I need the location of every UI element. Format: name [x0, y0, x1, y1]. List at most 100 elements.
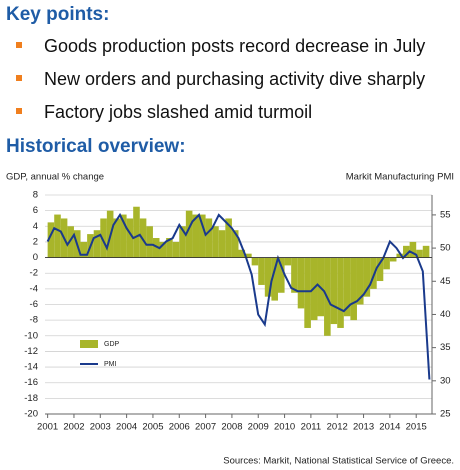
- x-tick-label: 2011: [301, 422, 321, 433]
- x-tick-label: 2012: [327, 422, 348, 433]
- y-tick-label: 2: [33, 236, 38, 247]
- bullet: Goods production posts record decrease i…: [16, 36, 425, 57]
- gdp-bar: [370, 257, 377, 289]
- y-tick-label: 0: [33, 252, 38, 263]
- gdp-bar: [343, 257, 351, 317]
- gdp-bar: [67, 226, 74, 258]
- y2-tick-label: 30: [440, 375, 451, 386]
- gdp-bar: [350, 257, 357, 321]
- y2-tick-label: 50: [440, 243, 451, 254]
- bullet-text: Goods production posts record decrease i…: [44, 36, 426, 56]
- gdp-bar: [54, 214, 61, 258]
- gdp-bar: [403, 245, 410, 258]
- x-tick-label: 2007: [195, 422, 216, 433]
- legend-swatch: [80, 340, 98, 348]
- gdp-bar: [271, 257, 278, 301]
- gdp-bar: [80, 241, 88, 258]
- x-tick-label: 2002: [63, 422, 84, 433]
- gdp-bar: [422, 245, 430, 258]
- gdp-bar: [277, 257, 285, 293]
- x-tick-label: 2003: [90, 422, 111, 433]
- gdp-bar: [152, 238, 160, 258]
- y-tick-label: 6: [33, 205, 38, 216]
- gdp-bar: [93, 230, 101, 258]
- gdp-bar: [172, 241, 180, 258]
- y-tick-label: -14: [24, 362, 38, 373]
- y-tick-label: -18: [24, 393, 38, 404]
- gdp-bar: [304, 257, 311, 328]
- gdp-bar: [383, 257, 390, 270]
- gdp-bar: [363, 257, 371, 297]
- gdp-bar: [133, 206, 140, 258]
- y-tick-label: -6: [30, 299, 38, 310]
- gdp-bar: [199, 214, 206, 258]
- y-tick-label: -2: [30, 268, 38, 279]
- gdp-bar: [330, 257, 338, 325]
- gdp-bar: [376, 257, 384, 282]
- gdp-bar: [396, 253, 404, 258]
- x-tick-label: 2005: [142, 422, 163, 433]
- bullet: New orders and purchasing activity dive …: [16, 69, 425, 90]
- gdp-bar: [291, 257, 298, 293]
- gdp-bar: [192, 214, 200, 258]
- x-tick-label: 2008: [221, 422, 242, 433]
- gdp-bar: [264, 257, 272, 297]
- y-tick-label: -8: [30, 315, 38, 326]
- y2-tick-label: 25: [440, 409, 451, 420]
- gdp-bar: [126, 218, 134, 258]
- section-title: Historical overview:: [6, 136, 186, 157]
- x-tick-label: 2001: [37, 422, 58, 433]
- y2-tick-label: 35: [440, 342, 451, 353]
- gdp-bar: [284, 257, 292, 266]
- bullet: Factory jobs slashed amid turmoil: [16, 102, 312, 123]
- x-tick-label: 2014: [379, 422, 400, 433]
- gdp-bar: [238, 249, 246, 258]
- key-points-title: Key points:: [6, 4, 110, 25]
- gdp-bar: [159, 241, 167, 258]
- y2-tick-label: 55: [440, 209, 451, 220]
- y2-axis-label: Markit Manufacturing PMI: [346, 172, 454, 183]
- gdp-bar: [356, 257, 364, 305]
- gdp-bar: [389, 257, 397, 262]
- y-tick-label: -20: [24, 409, 38, 420]
- pmi-line: [46, 212, 431, 380]
- gdp-bar: [100, 218, 107, 258]
- gdp-bar: [185, 210, 193, 258]
- gdp-bar: [225, 218, 232, 258]
- y2-tick-label: 45: [440, 276, 451, 287]
- gdp-bar: [179, 226, 186, 258]
- legend-label: PMI: [104, 361, 117, 368]
- gdp-bar: [113, 218, 121, 258]
- y-tick-label: 4: [33, 221, 38, 232]
- y2-tick-label: 40: [440, 309, 451, 320]
- y-axis-label: GDP, annual % change: [6, 172, 104, 183]
- chart: GDP, annual % change Markit Manufacturin…: [6, 172, 454, 467]
- x-tick-label: 2010: [274, 422, 295, 433]
- gdp-bar: [231, 230, 239, 258]
- y-tick-label: 8: [33, 190, 38, 201]
- y-tick-label: -4: [30, 283, 38, 294]
- gdp-bar: [251, 257, 259, 266]
- gdp-bar: [120, 214, 127, 258]
- gdp-bar: [146, 226, 153, 258]
- gdp-bar: [218, 230, 226, 258]
- x-tick-label: 2009: [248, 422, 269, 433]
- source: Sources: Markit, National Statistical Se…: [223, 456, 454, 467]
- gdp-bar: [409, 241, 417, 258]
- x-tick-label: 2013: [353, 422, 374, 433]
- y-tick-label: -10: [24, 330, 38, 341]
- x-tick-label: 2015: [406, 422, 427, 433]
- bullet-text: Factory jobs slashed amid turmoil: [44, 102, 313, 122]
- gdp-bar: [297, 257, 305, 309]
- gdp-bar: [212, 226, 219, 258]
- gdp-bar: [337, 257, 344, 328]
- gdp-bar: [258, 257, 265, 285]
- x-tick-label: 2006: [169, 422, 190, 433]
- bullet-text: New orders and purchasing activity dive …: [44, 69, 426, 89]
- gdp-bar: [166, 238, 173, 258]
- gdp-bar: [416, 249, 423, 258]
- y-tick-label: -12: [24, 346, 38, 357]
- legend-label: GDP: [104, 341, 120, 348]
- x-tick-label: 2004: [116, 422, 137, 433]
